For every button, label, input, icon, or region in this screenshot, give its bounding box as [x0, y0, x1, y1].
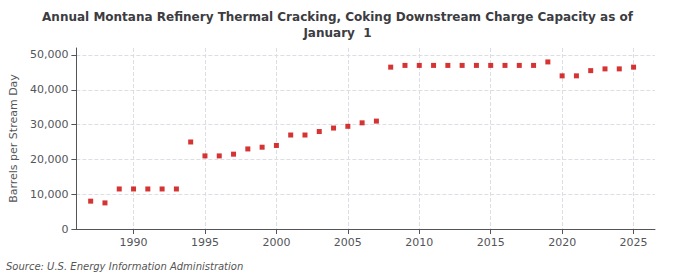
svg-text:30,000: 30,000 [30, 118, 69, 131]
svg-text:0: 0 [61, 223, 68, 236]
svg-text:1995: 1995 [191, 236, 219, 249]
svg-text:2010: 2010 [405, 236, 433, 249]
svg-text:2020: 2020 [548, 236, 576, 249]
svg-text:20,000: 20,000 [30, 153, 69, 166]
svg-text:Annual Montana Refinery Therma: Annual Montana Refinery Thermal Cracking… [42, 10, 634, 24]
svg-text:Barrels per Stream Day: Barrels per Stream Day [7, 74, 20, 203]
svg-text:2005: 2005 [334, 236, 362, 249]
svg-text:40,000: 40,000 [30, 83, 69, 96]
svg-text:2000: 2000 [262, 236, 290, 249]
svg-text:50,000: 50,000 [30, 48, 69, 61]
svg-text:Source: U.S. Energy Informatio: Source: U.S. Energy Information Administ… [6, 261, 243, 272]
svg-text:1990: 1990 [120, 236, 148, 249]
svg-text:January 1: January 1 [302, 26, 371, 40]
svg-text:2025: 2025 [620, 236, 648, 249]
svg-text:10,000: 10,000 [30, 188, 69, 201]
svg-text:2015: 2015 [477, 236, 505, 249]
